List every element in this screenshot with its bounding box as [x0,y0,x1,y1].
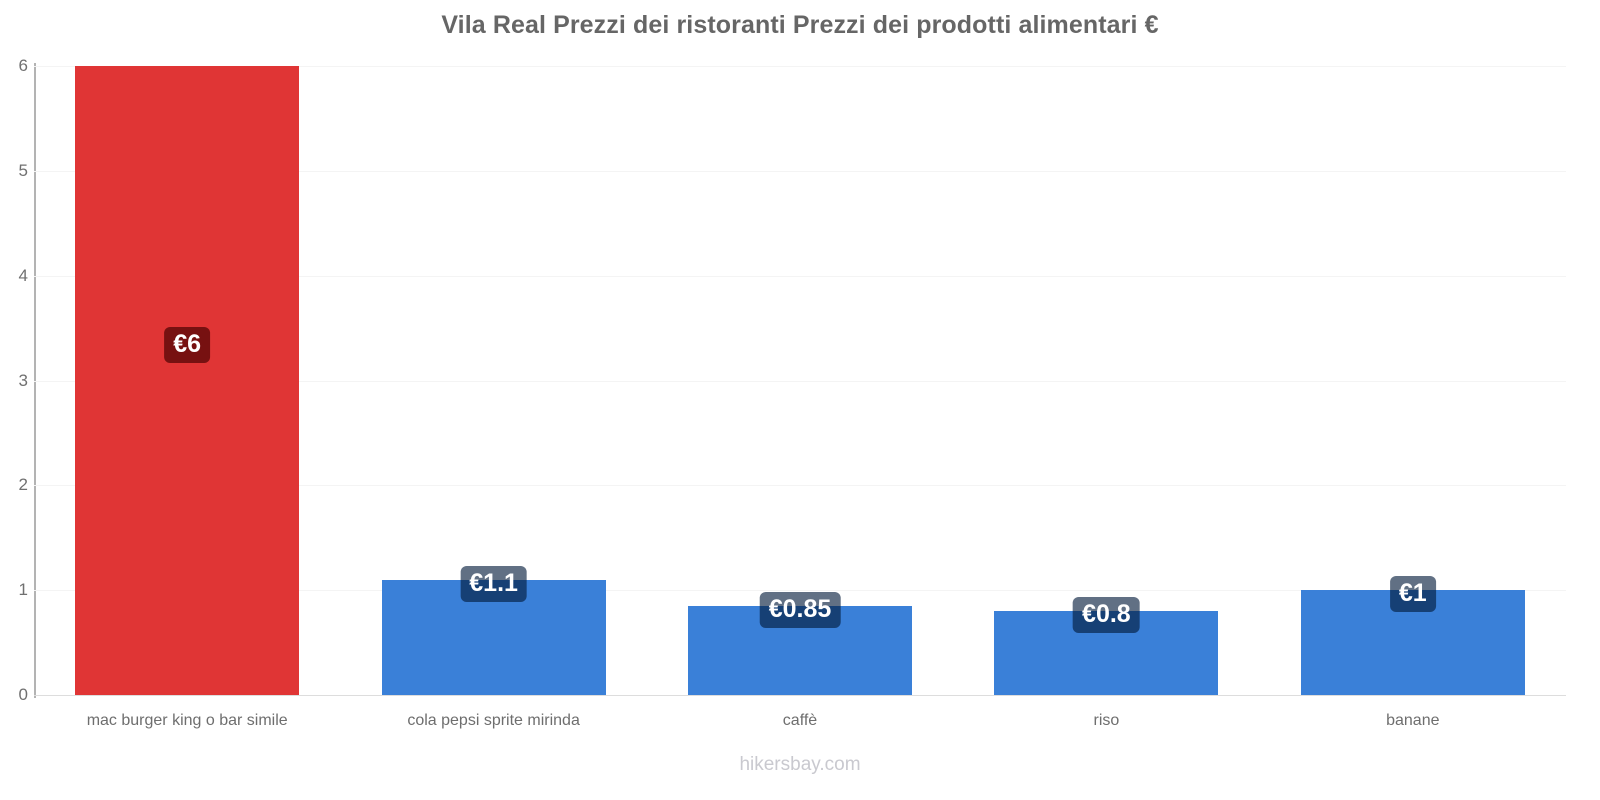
gridline [34,695,1566,696]
footer-watermark: hikersbay.com [739,754,861,775]
y-axis-tick-label: 4 [18,265,28,285]
y-axis-tick-label: 3 [18,370,28,390]
bar-value-label: €1 [1389,576,1436,613]
bar[interactable] [75,66,300,695]
bar-value-label: €0.8 [1073,597,1140,634]
gridline [34,485,1566,487]
x-axis-tick-labels: mac burger king o bar simile cola pepsi s… [34,712,1566,740]
y-axis-tick-label: 6 [18,56,28,75]
gridline [34,380,1566,382]
bar-slot: €0.85 [688,66,912,695]
y-axis-tick-label: 5 [18,160,28,180]
x-axis-tick-label: cola pepsi sprite mirinda [407,712,580,729]
bar-slot: €1 [1300,66,1525,695]
x-axis-tick-label: riso [1093,712,1120,729]
gridline [34,170,1566,172]
x-axis-tick-label: mac burger king o bar simile [86,712,288,729]
bar-value-label: €1.1 [460,565,527,602]
bar-slot: €0.8 [994,66,1219,695]
x-axis-tick-label: banane [1386,712,1440,729]
y-axis-tick-label: 0 [18,685,28,704]
gridline [34,590,1566,592]
plot-area: €6 €1.1 €0.85 €0.8 €1 [34,66,1566,696]
y-axis-tick-labels: 0 1 2 3 4 5 6 [0,56,28,704]
bar-slot: €6 [75,66,300,695]
x-axis-tick-label: caffè [782,712,818,729]
y-axis-tick-label: 1 [18,580,28,600]
gridline [34,275,1566,277]
bar-value-label: €0.85 [759,591,841,628]
chart-title: Vila Real Prezzi dei ristoranti Prezzi d… [441,11,1159,39]
bar-slot: €1.1 [381,66,606,695]
bar-value-label: €6 [164,327,211,363]
y-axis-tick-label: 2 [18,475,28,495]
gridline [34,66,1566,67]
